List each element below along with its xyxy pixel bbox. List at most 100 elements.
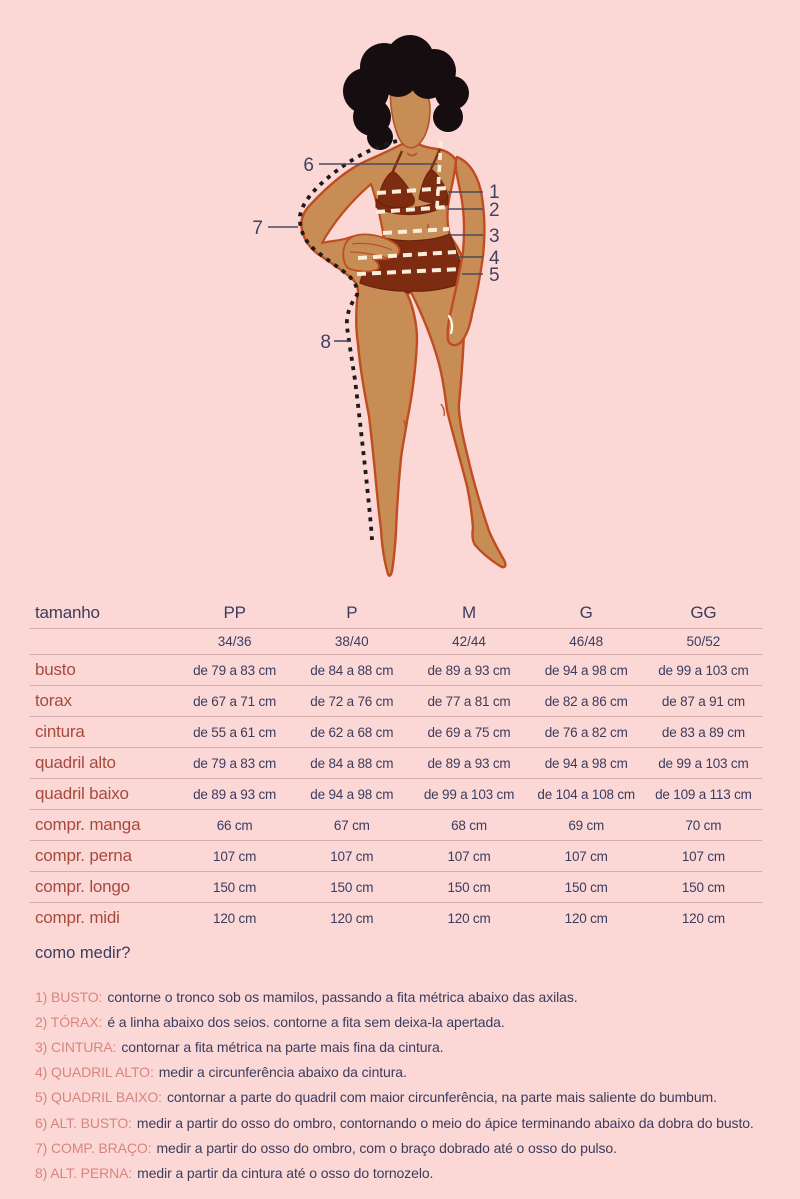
table-row-busto: busto de 79 a 83 cm de 84 a 88 cm de 89 … (30, 655, 762, 686)
item-text: é a linha abaixo dos seios. contorne a f… (107, 1013, 505, 1030)
cell: de 89 a 93 cm (427, 755, 511, 771)
cell: 70 cm (685, 817, 722, 833)
cell: 107 cm (564, 848, 608, 864)
cell: de 89 a 93 cm (427, 662, 511, 678)
measure-line-4-quadril-alto (357, 250, 457, 260)
cell: de 94 a 98 cm (310, 786, 394, 802)
cell: 150 cm (447, 879, 491, 895)
table-row-compr-manga: compr. manga 66 cm 67 cm 68 cm 69 cm 70 … (30, 810, 762, 841)
item-label: 6) ALT. BUSTO: (35, 1114, 132, 1131)
size-column-m: M (462, 603, 476, 622)
marker-8: 8 (320, 332, 331, 353)
row-label: quadril alto (35, 753, 116, 772)
cell: de 109 a 113 cm (655, 786, 752, 802)
table-row-torax: torax de 67 a 71 cm de 72 a 76 cm de 77 … (30, 686, 762, 717)
cell: 120 cm (564, 910, 608, 926)
knee-mark-left (403, 419, 407, 437)
size-number: 50/52 (686, 634, 721, 649)
how-to-title: como medir? (35, 944, 131, 962)
cell: de 104 a 108 cm (537, 786, 635, 802)
item-label: 4) QUADRIL ALTO: (35, 1064, 154, 1081)
cell: 66 cm (216, 817, 253, 833)
marker-6: 6 (303, 155, 314, 176)
cell: de 84 a 88 cm (310, 662, 394, 678)
cell: de 79 a 83 cm (193, 662, 277, 678)
marker-2: 2 (489, 200, 500, 221)
item-label: 8) ALT. PERNA: (35, 1164, 133, 1181)
cell: de 67 a 71 cm (193, 693, 277, 709)
row-label: compr. midi (35, 908, 120, 927)
size-number: 46/48 (569, 634, 604, 649)
table-row-cintura: cintura de 55 a 61 cm de 62 a 68 cm de 6… (30, 717, 762, 748)
size-number: 38/40 (334, 634, 369, 649)
right-arm (446, 155, 486, 347)
how-to-item-1: 1) BUSTO: contorne o tronco sob os mamil… (35, 984, 785, 1009)
item-label: 7) COMP. BRAÇO: (35, 1139, 152, 1156)
item-label: 3) CINTURA: (35, 1038, 117, 1055)
size-column-g: G (579, 603, 593, 622)
cell: 120 cm (330, 910, 374, 926)
how-to-item-7: 7) COMP. BRAÇO: medir a partir do osso d… (35, 1135, 785, 1160)
item-label: 5) QUADRIL BAIXO: (35, 1089, 162, 1106)
item-text: medir a circunferência abaixo da cintura… (158, 1064, 407, 1081)
cell: 107 cm (330, 848, 374, 864)
hair (343, 35, 469, 150)
cell: de 69 a 75 cm (427, 724, 511, 740)
cell: 150 cm (330, 879, 374, 895)
cell: de 82 a 86 cm (544, 693, 628, 709)
table-row-compr-longo: compr. longo 150 cm 150 cm 150 cm 150 cm… (30, 872, 762, 903)
hand-highlight (447, 314, 454, 335)
cell: de 84 a 88 cm (310, 755, 394, 771)
cell: de 79 a 83 cm (193, 755, 277, 771)
cell: 68 cm (451, 817, 487, 833)
cell: 67 cm (333, 817, 370, 833)
cell: de 72 a 76 cm (310, 693, 394, 709)
size-column-pp: PP (223, 603, 246, 622)
cell: de 55 a 61 cm (193, 724, 277, 740)
cell: 120 cm (447, 910, 491, 926)
cell: 120 cm (213, 910, 257, 926)
table-header-row: tamanho PP P M G GG (30, 598, 762, 629)
arm-leg-contour-dotted (298, 139, 398, 541)
cell: 69 cm (568, 817, 605, 833)
chest-notch (406, 152, 418, 157)
how-to-item-3: 3) CINTURA: contornar a fita métrica na … (35, 1034, 785, 1059)
row-label: quadril baixo (35, 784, 129, 803)
item-text: contornar a fita métrica na parte mais f… (121, 1038, 444, 1055)
table-row-quadril-baixo: quadril baixo de 89 a 93 cm de 94 a 98 c… (30, 779, 762, 810)
cell: de 94 a 98 cm (544, 662, 628, 678)
size-number: 42/44 (452, 634, 486, 649)
hand-on-hip (342, 233, 401, 273)
cell: de 62 a 68 cm (310, 724, 394, 740)
table-row-compr-perna: compr. perna 107 cm 107 cm 107 cm 107 cm… (30, 841, 762, 872)
knee-mark-right (440, 403, 446, 417)
item-text: medir a partir do osso do ombro, com o b… (156, 1139, 618, 1156)
cell: de 99 a 103 cm (423, 786, 515, 802)
cell: 120 cm (681, 910, 725, 926)
cell: de 77 a 81 cm (427, 693, 511, 709)
row-label: compr. manga (35, 815, 141, 834)
cell: 107 cm (213, 848, 257, 864)
size-number: 34/36 (217, 634, 252, 649)
size-table: tamanho PP P M G GG 34/36 38/40 42/44 46… (30, 598, 762, 933)
cell: de 76 a 82 cm (544, 724, 628, 740)
cell: 107 cm (681, 848, 725, 864)
row-label: compr. longo (35, 877, 130, 896)
cell: de 94 a 98 cm (544, 755, 628, 771)
marker-1: 1 (489, 182, 500, 203)
armpit-gap (320, 182, 386, 245)
item-label: 2) TÓRAX: (35, 1013, 103, 1030)
measure-line-5-quadril-baixo (356, 267, 463, 276)
table-row-compr-midi: compr. midi 120 cm 120 cm 120 cm 120 cm … (30, 903, 762, 933)
row-label: cintura (35, 722, 85, 741)
measure-line-2-torax (375, 205, 448, 214)
bikini-right-strap (429, 148, 442, 170)
how-to-item-8: 8) ALT. PERNA: medir a partir da cintura… (35, 1160, 785, 1185)
item-label: 1) BUSTO: (35, 988, 103, 1005)
cell: de 87 a 91 cm (661, 693, 745, 709)
how-to-item-2: 2) TÓRAX: é a linha abaixo dos seios. co… (35, 1009, 785, 1034)
item-text: contornar a parte do quadril com maior c… (166, 1089, 717, 1106)
bikini-left-cup (377, 170, 415, 209)
item-text: medir a partir do osso do ombro, contorn… (136, 1114, 754, 1131)
